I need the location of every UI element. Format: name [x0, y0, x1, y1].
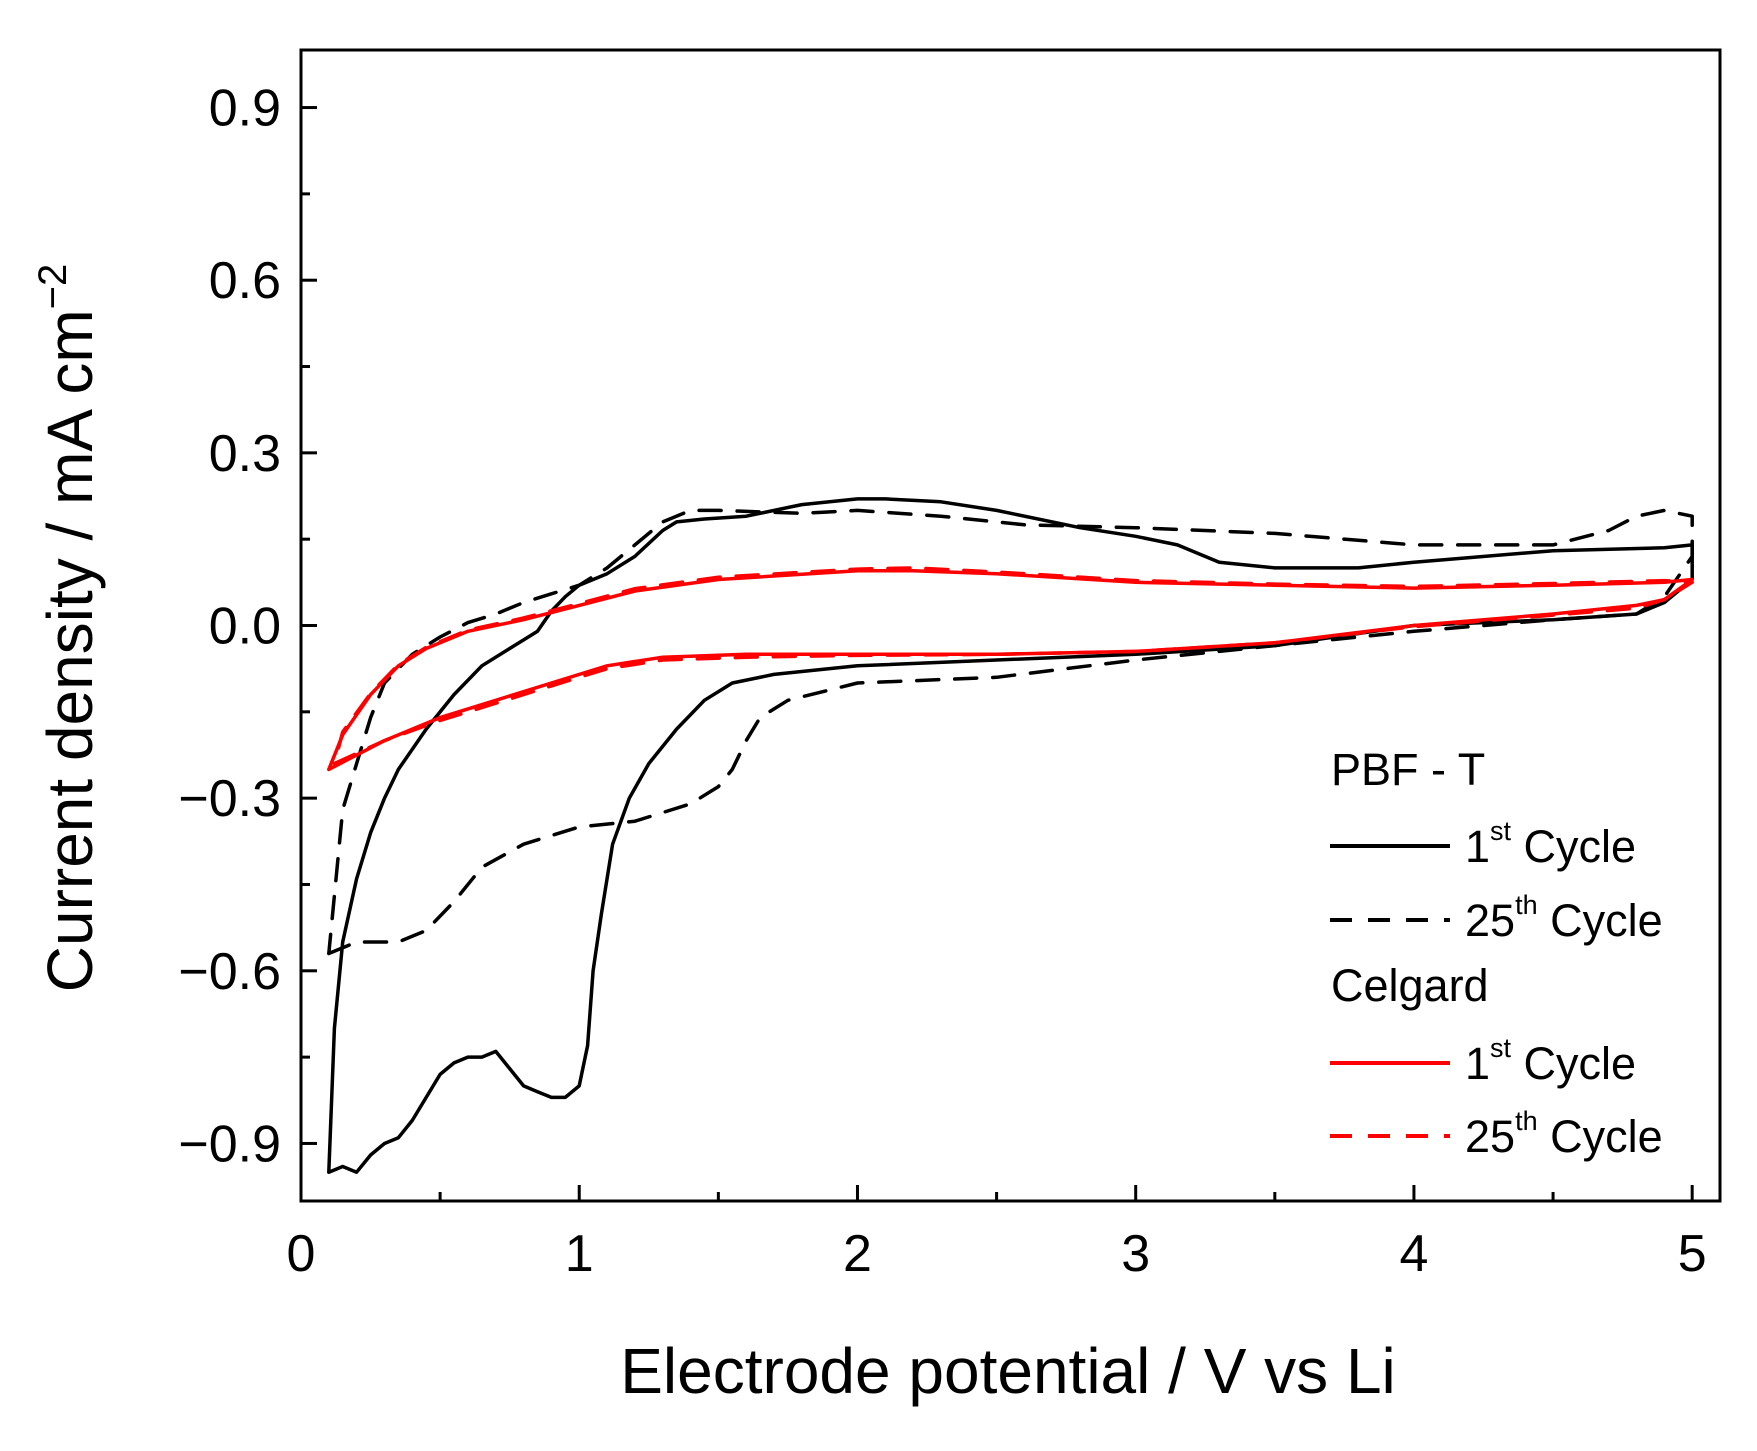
- legend-label-celgard-1st: 1st Cycle: [1465, 1033, 1636, 1089]
- legend-label-celgard-1st-pre: 1: [1465, 1038, 1490, 1089]
- legend-label-pbf-25th-pre: 25: [1465, 895, 1515, 946]
- plot-frame: [299, 48, 1722, 1203]
- y-tick-label: −0.6: [178, 943, 281, 1001]
- legend-label-pbf-1st-pre: 1: [1465, 821, 1490, 872]
- series-line-pbf-t-cycle-25: [327, 508, 1694, 956]
- x-tick-label: 3: [1121, 1225, 1150, 1283]
- x-axis-title: Electrode potential / V vs Li: [620, 1335, 1396, 1407]
- y-tick-label: −0.9: [178, 1115, 281, 1173]
- legend-label-celgard-1st-sup: st: [1490, 1033, 1512, 1063]
- legend-label-pbf-1st: 1st Cycle: [1465, 816, 1636, 872]
- y-tick-label: 0.0: [209, 598, 281, 656]
- y-tick-label: 0.6: [209, 252, 281, 310]
- legend-label-pbf-25th-sup: th: [1515, 890, 1538, 920]
- legend-label-celgard-25th-pre: 25: [1465, 1111, 1515, 1162]
- legend-label-pbf-1st-sup: st: [1490, 816, 1512, 846]
- x-tick-label: 4: [1399, 1225, 1428, 1283]
- x-tick-label: 1: [565, 1225, 594, 1283]
- legend: PBF - T 1st Cycle 25th Cycle Celgard 1st…: [1330, 744, 1663, 1162]
- series-line-celgard-cycle-1: [327, 569, 1694, 772]
- y-axis-title: Current density / mA cm−2: [31, 264, 106, 992]
- x-tick-label: 5: [1678, 1225, 1707, 1283]
- legend-group-title-celgard: Celgard: [1331, 960, 1489, 1011]
- legend-label-celgard-25th-sup: th: [1515, 1106, 1538, 1136]
- legend-label-pbf-25th-post: Cycle: [1538, 895, 1663, 946]
- legend-group-title-pbf: PBF - T: [1331, 744, 1485, 795]
- ticks-group: 0 1 2 3 4 5 −0.9 −0.6 −0.3 0.0 0.3 0.6 0.9: [178, 80, 1706, 1283]
- legend-label-celgard-25th-post: Cycle: [1538, 1111, 1663, 1162]
- axes-group: [299, 48, 1722, 1203]
- x-tick-label: 2: [843, 1225, 872, 1283]
- series-line-celgard-cycle-25: [332, 566, 1694, 766]
- y-axis-title-main: Current density / mA cm: [34, 309, 106, 992]
- y-tick-label: −0.3: [178, 770, 281, 828]
- legend-label-celgard-25th: 25th Cycle: [1465, 1106, 1663, 1162]
- y-tick-label: 0.9: [209, 80, 281, 138]
- legend-label-celgard-1st-post: Cycle: [1511, 1038, 1636, 1089]
- legend-label-pbf-25th: 25th Cycle: [1465, 890, 1663, 946]
- y-axis-title-exponent: −2: [31, 264, 75, 310]
- plot-series-group: [327, 497, 1694, 1174]
- x-tick-label: 0: [287, 1225, 316, 1283]
- legend-label-pbf-1st-post: Cycle: [1511, 821, 1636, 872]
- y-tick-label: 0.3: [209, 425, 281, 483]
